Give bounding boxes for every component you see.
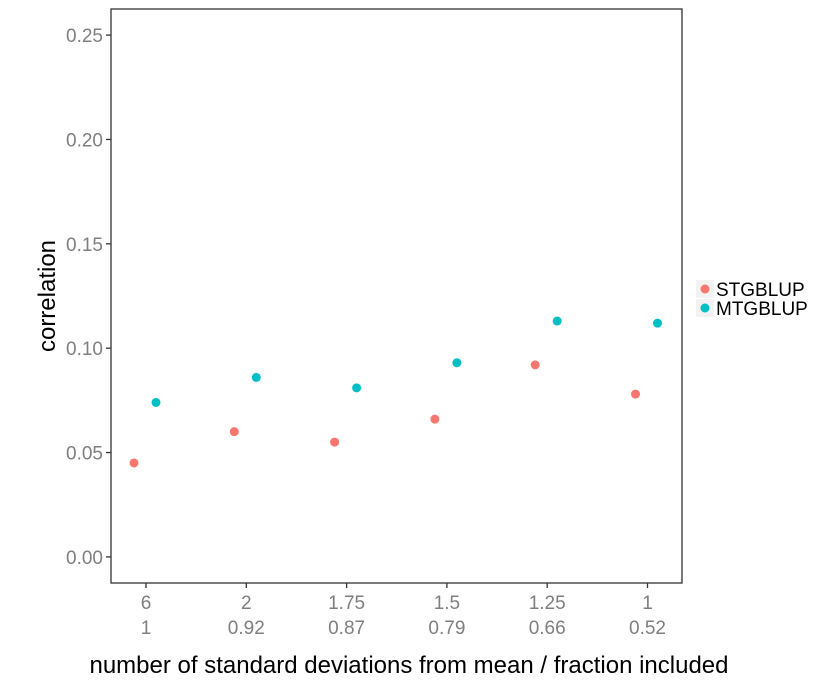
x-tick-label-line1: 6 <box>141 593 152 614</box>
data-point-mtgblup <box>151 397 161 407</box>
legend-key-point <box>700 284 710 294</box>
legend-label: MTGBLUP <box>716 299 808 320</box>
y-tick-label: 0.00 <box>66 548 103 569</box>
y-tick-label: 0.15 <box>66 235 103 256</box>
data-point-stgblup <box>129 458 139 468</box>
data-point-mtgblup <box>552 316 562 326</box>
x-axis-title: number of standard deviations from mean … <box>89 652 728 679</box>
y-tick-label: 0.10 <box>66 339 103 360</box>
x-axis: 6 1 2 0.92 1.75 0.87 1.5 0.79 1.25 0.66 1 0.52 <box>141 583 666 639</box>
x-tick-label-line1: 1.75 <box>328 593 365 614</box>
x-tick-label-line1: 2 <box>241 593 252 614</box>
x-tick-label-line1: 1.5 <box>434 593 460 614</box>
data-point-mtgblup <box>251 372 261 382</box>
y-tick-label: 0.20 <box>66 130 103 151</box>
plot-panel <box>110 8 683 584</box>
x-tick-label-line2: 0.92 <box>228 618 265 639</box>
y-axis: 0.00 0.05 0.10 0.15 0.20 0.25 <box>66 26 111 569</box>
x-tick-label-line2: 0.52 <box>629 618 666 639</box>
data-point-stgblup <box>229 427 239 437</box>
x-tick-label-line1: 1.25 <box>529 593 566 614</box>
data-point-stgblup <box>631 389 640 399</box>
y-tick-label: 0.25 <box>66 26 103 47</box>
data-point-mtgblup <box>653 318 662 328</box>
y-tick-label: 0.05 <box>66 444 103 465</box>
x-tick-label-line2: 0.66 <box>529 618 566 639</box>
y-axis-title: correlation <box>34 240 61 352</box>
data-points <box>129 316 662 468</box>
legend-label: STGBLUP <box>716 280 805 301</box>
x-tick-label-line1: 1 <box>642 593 653 614</box>
data-point-mtgblup <box>452 358 462 368</box>
x-tick-label-line2: 0.79 <box>428 618 465 639</box>
data-point-stgblup <box>530 360 540 370</box>
x-tick-label-line2: 1 <box>141 618 152 639</box>
legend-key-point <box>700 303 710 313</box>
x-tick-label-line2: 0.87 <box>328 618 365 639</box>
data-point-stgblup <box>430 414 440 424</box>
data-point-mtgblup <box>352 383 362 393</box>
data-point-stgblup <box>330 437 340 447</box>
